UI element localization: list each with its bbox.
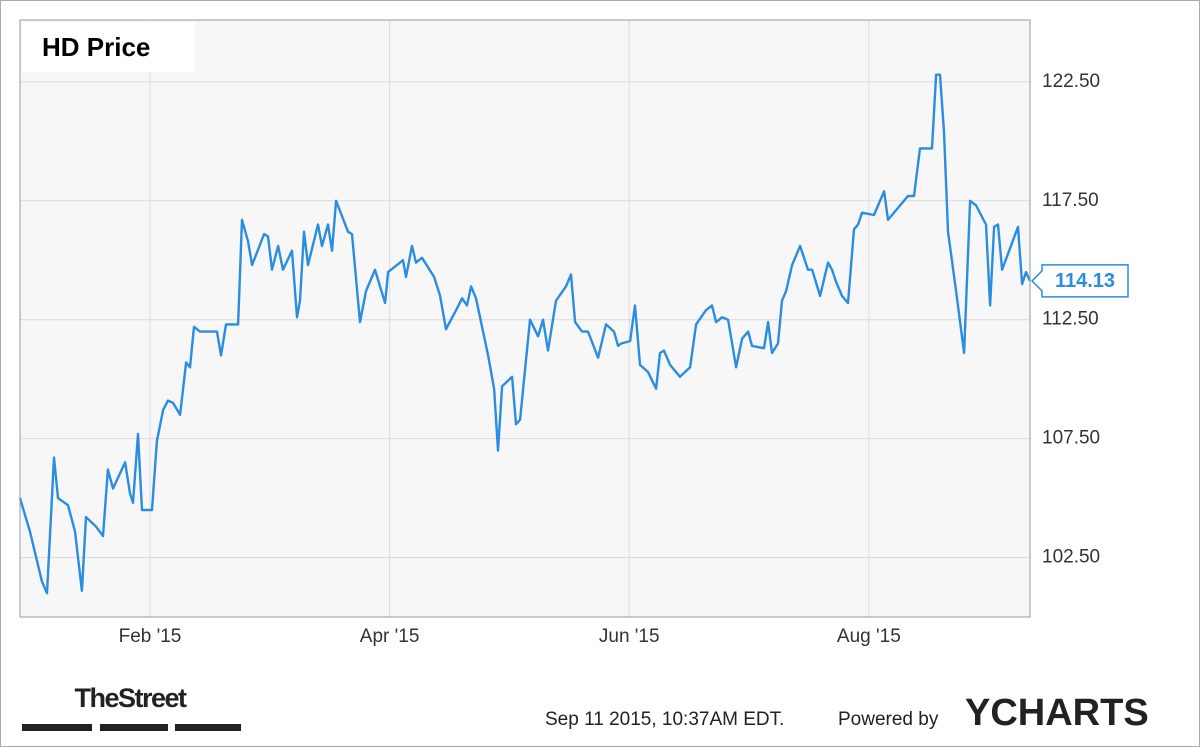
marks	[18, 73, 1032, 595]
price-line	[18, 73, 1032, 595]
logo-bar	[100, 724, 168, 731]
x-tick-label: Aug '15	[837, 626, 901, 647]
logo-bar	[22, 724, 92, 731]
y-tick-label: 102.50	[1042, 547, 1100, 568]
y-tick-label: 117.50	[1042, 190, 1099, 211]
x-tick-label: Feb '15	[119, 626, 182, 647]
x-tick-label: Jun '15	[599, 626, 660, 647]
title-box	[22, 22, 195, 72]
last-value-box	[1030, 264, 1129, 298]
timestamp: Sep 11 2015, 10:37AM EDT.	[545, 709, 784, 730]
logo-bar	[175, 724, 241, 731]
x-tick-label: Apr '15	[360, 626, 420, 647]
plot-border	[19, 19, 1031, 618]
plot-area	[20, 20, 1030, 617]
footer: TheStreet Sep 11 2015, 10:37AM EDT. Powe…	[22, 683, 1149, 734]
y-tick-label: 122.50	[1042, 71, 1100, 92]
last-value-label: 114.13	[1055, 270, 1115, 292]
provider-logo: YCHARTS	[965, 692, 1149, 734]
powered-by: Powered by	[838, 709, 939, 730]
chart-title: HD Price	[42, 32, 150, 62]
y-tick-label: 107.50	[1042, 428, 1100, 449]
y-tick-label: 112.50	[1042, 309, 1099, 330]
grid	[20, 20, 1030, 617]
brand-logo: TheStreet	[74, 683, 187, 713]
